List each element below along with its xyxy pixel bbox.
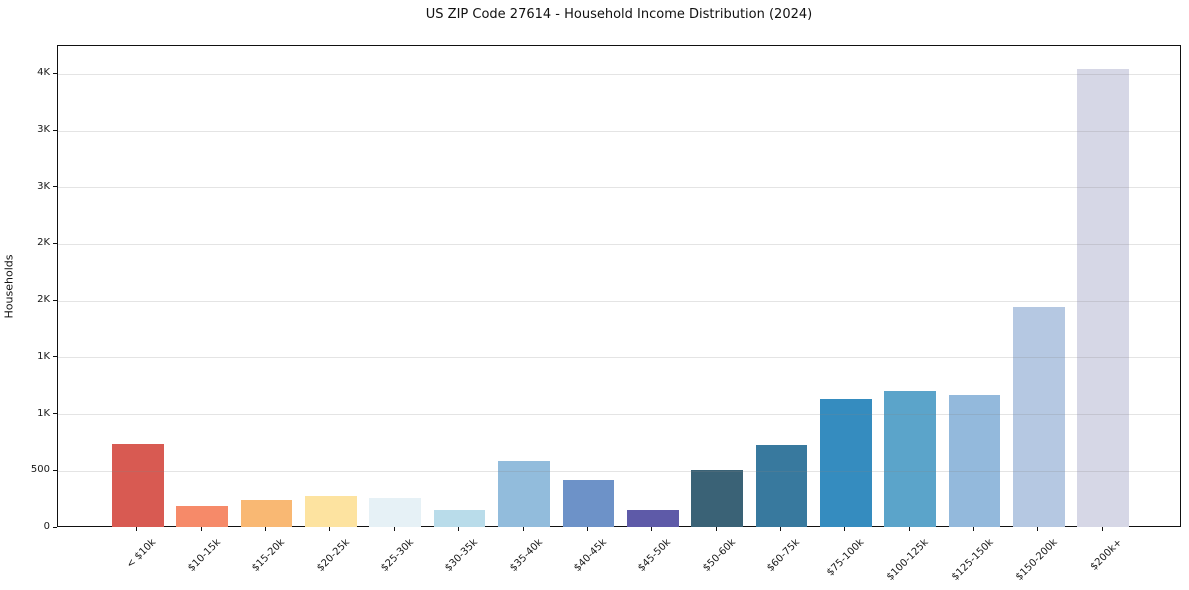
x-tick-label: $60-75k <box>765 537 803 574</box>
bar-$100-125k <box>884 391 936 527</box>
gridline-y3000 <box>58 187 1180 189</box>
x-tick <box>844 527 846 531</box>
bar-$50-60k <box>691 470 743 527</box>
y-tick-label: 3K <box>37 124 50 136</box>
gridline-y500 <box>58 470 1180 472</box>
y-tick <box>53 356 57 358</box>
x-tick <box>1101 527 1103 531</box>
x-tick-label: $200k+ <box>1088 537 1124 573</box>
x-tick-label: $150-200k <box>1013 537 1060 583</box>
x-tick-label: $35-40k <box>507 537 545 574</box>
gridline-y2000 <box>58 300 1180 302</box>
x-tick <box>200 527 202 531</box>
x-tick-label: $30-35k <box>443 537 481 574</box>
x-tick-label: $50-60k <box>700 537 738 574</box>
x-tick-label: $40-45k <box>572 537 610 574</box>
x-tick <box>522 527 524 531</box>
x-tick-label: $45-50k <box>636 537 674 574</box>
y-axis-label: Households <box>2 254 16 319</box>
x-tick-label: $20-25k <box>314 537 352 574</box>
x-tick <box>586 527 588 531</box>
x-tick-label: $10-15k <box>186 537 224 574</box>
gridline-y1000 <box>58 414 1180 416</box>
x-tick-label: < $10k <box>125 537 159 571</box>
bar-$20-25k <box>305 495 357 527</box>
chart-title: US ZIP Code 27614 - Household Income Dis… <box>425 7 813 22</box>
gridline-y4000 <box>58 73 1180 75</box>
y-tick-label: 1K <box>37 407 50 419</box>
y-tick-label: 4K <box>37 67 50 79</box>
bar-$200k+ <box>1077 68 1129 527</box>
x-tick <box>715 527 717 531</box>
x-tick-label: $125-150k <box>949 537 996 583</box>
bar-$40-45k <box>562 479 615 527</box>
bar-$45-50k <box>626 510 679 527</box>
bar-$10-15k <box>176 506 229 527</box>
bar-$150-200k <box>1012 307 1065 527</box>
y-tick <box>53 469 57 471</box>
x-tick <box>393 527 395 531</box>
y-tick <box>53 299 57 301</box>
y-tick <box>53 129 57 131</box>
bar-$35-40k <box>498 461 550 527</box>
bar-$75-100k <box>819 398 872 527</box>
bar-< $10k <box>112 443 164 527</box>
y-tick <box>53 242 57 244</box>
y-tick-label: 1K <box>37 350 50 362</box>
x-tick <box>972 527 974 531</box>
x-tick <box>458 527 460 531</box>
bar-$60-75k <box>755 444 808 527</box>
y-tick <box>53 72 57 74</box>
bar-$125-150k <box>948 394 1001 527</box>
x-tick-label: $25-30k <box>379 537 417 574</box>
x-tick <box>265 527 267 531</box>
y-tick <box>53 526 57 528</box>
bar-$25-30k <box>369 497 422 527</box>
x-tick-label: $75-100k <box>825 537 867 579</box>
gridline-y1500 <box>58 357 1180 359</box>
y-tick-label: 0 <box>43 521 50 532</box>
gridline-y2500 <box>58 243 1180 245</box>
x-tick-label: $100-125k <box>884 537 931 583</box>
x-tick <box>779 527 781 531</box>
x-tick <box>329 527 331 531</box>
x-tick <box>136 527 138 531</box>
bar-$30-35k <box>433 509 486 527</box>
y-tick-label: 2K <box>37 237 50 249</box>
gridline-y3500 <box>58 130 1180 132</box>
x-tick <box>1037 527 1039 531</box>
plot-area <box>57 45 1181 527</box>
y-tick-label: 3K <box>37 180 50 192</box>
y-tick <box>53 413 57 415</box>
x-tick-label: $15-20k <box>250 537 288 574</box>
y-tick <box>53 186 57 188</box>
y-tick-label: 2K <box>37 294 50 306</box>
y-tick-label: 500 <box>30 464 50 476</box>
x-tick <box>651 527 653 531</box>
bar-$15-20k <box>240 500 293 527</box>
x-tick <box>908 527 910 531</box>
